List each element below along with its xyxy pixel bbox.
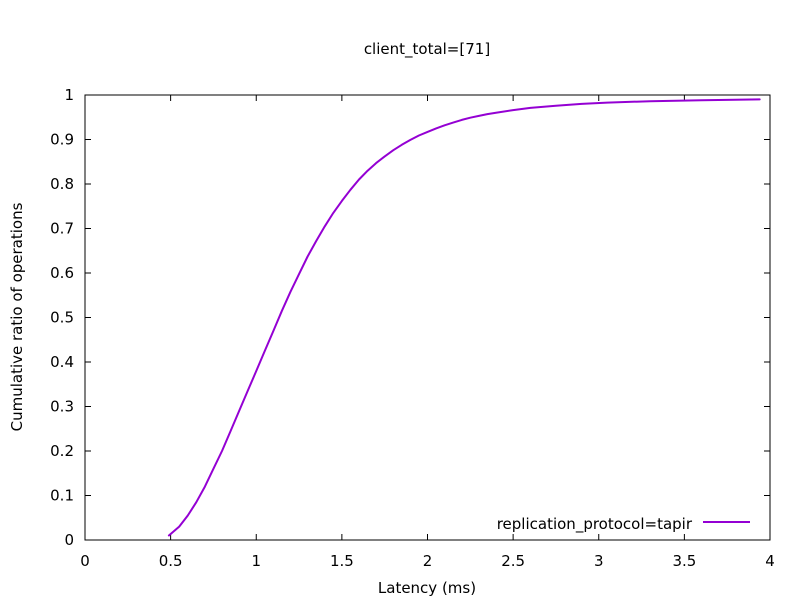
y-tick-label: 0.7 [50, 220, 74, 238]
x-axis-label: Latency (ms) [378, 579, 476, 597]
legend: replication_protocol=tapir [497, 515, 750, 534]
y-tick-label: 0.9 [50, 131, 74, 149]
series-line [167, 98, 761, 537]
y-axis-label: Cumulative ratio of operations [8, 202, 26, 431]
y-tick-label: 0.1 [50, 487, 74, 505]
y-tick-label: 0.4 [50, 353, 74, 371]
y-tick-label: 0.2 [50, 442, 74, 460]
x-tick-label: 1 [251, 552, 261, 570]
plot-frame [84, 94, 771, 541]
y-tick-label: 1 [64, 86, 74, 104]
x-tick-label: 0.5 [159, 552, 183, 570]
chart-title: client_total=[71] [364, 40, 490, 59]
x-tick-label: 3 [594, 552, 604, 570]
axis-ticks: 0 0.5 1 1.5 2 2.5 3 3.5 4 0 0.1 0.2 0.3 0.4 0.5 0.6 0.7 0… [50, 86, 775, 570]
y-tick-label: 0 [64, 531, 74, 549]
x-tick-label: 3.5 [672, 552, 696, 570]
x-tick-label: 2 [423, 552, 433, 570]
x-tick-label: 4 [765, 552, 775, 570]
x-tick-label: 0 [80, 552, 90, 570]
x-tick-label: 1.5 [330, 552, 354, 570]
y-tick-label: 0.8 [50, 175, 74, 193]
y-tick-label: 0.3 [50, 398, 74, 416]
legend-label: replication_protocol=tapir [497, 515, 693, 534]
x-tick-label: 2.5 [501, 552, 525, 570]
y-tick-label: 0.6 [50, 264, 74, 282]
y-tick-label: 0.5 [50, 309, 74, 327]
series-layer [167, 98, 761, 537]
